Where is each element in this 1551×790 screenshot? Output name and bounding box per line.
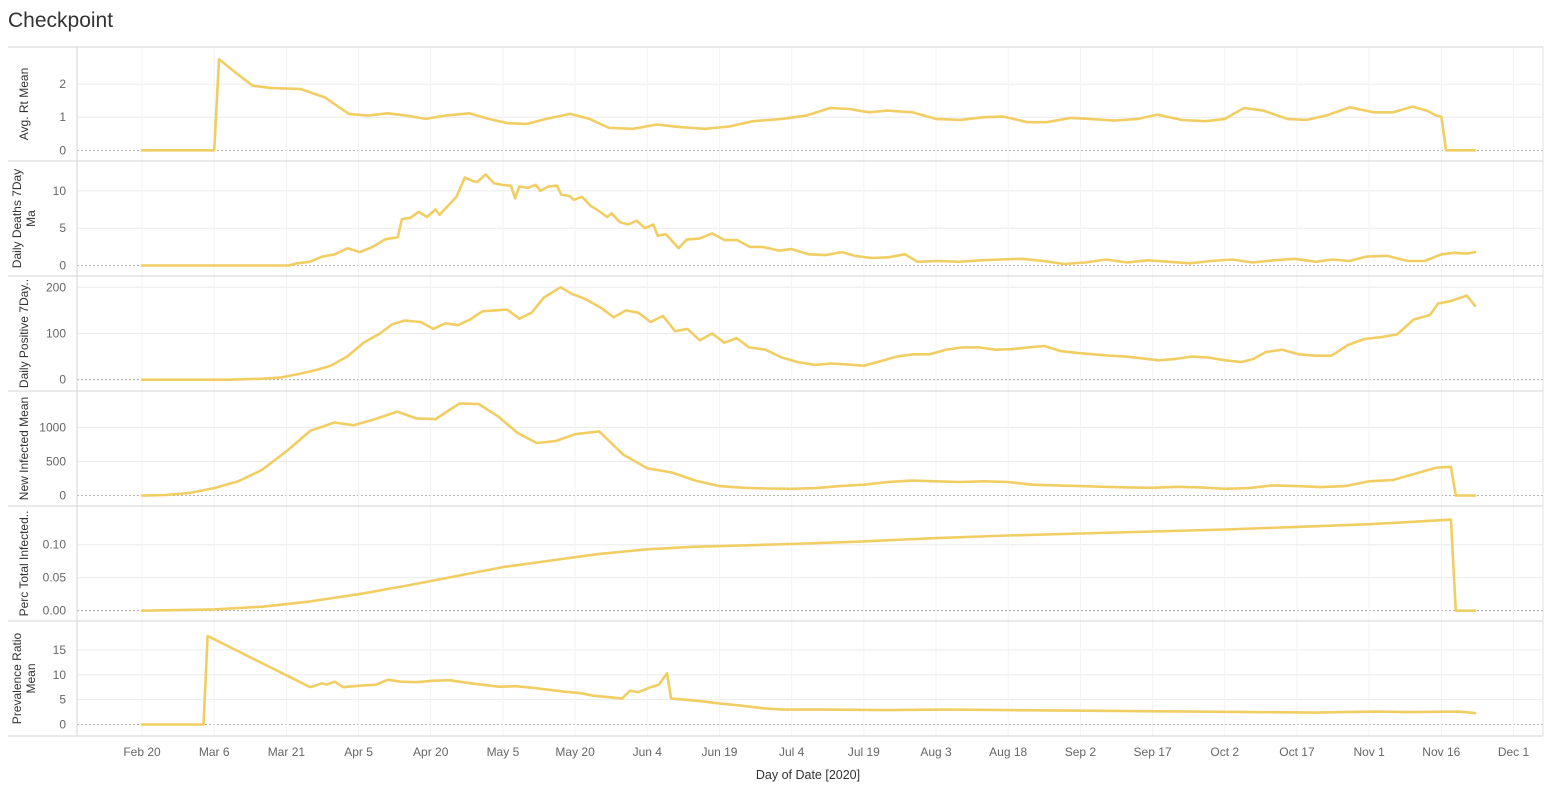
text-layer: 0 1 2 Avg. Rt Mean 0 5 10 Daily Deaths 7DayMa 0 1… bbox=[10, 68, 1529, 782]
x-tick-label: Aug 18 bbox=[989, 745, 1027, 759]
grid-layer bbox=[77, 47, 1543, 736]
x-tick-label: Feb 20 bbox=[123, 745, 161, 759]
x-tick-label: Dec 1 bbox=[1498, 745, 1530, 759]
x-tick-label: Sep 2 bbox=[1065, 745, 1097, 759]
y-axis-label-line: Ma bbox=[24, 210, 38, 227]
x-tick-label: Oct 17 bbox=[1279, 745, 1315, 759]
y-axis-label: Perc Total Infected.. bbox=[17, 511, 31, 617]
y-tick-label: 15 bbox=[53, 643, 67, 657]
y-tick-label: 200 bbox=[46, 280, 66, 294]
y-tick-label: 1 bbox=[59, 110, 66, 124]
y-axis-label-line: Perc Total Infected.. bbox=[17, 511, 31, 617]
y-axis-label: Daily Deaths 7DayMa bbox=[10, 169, 38, 268]
x-tick-label: Jun 4 bbox=[633, 745, 663, 759]
y-tick-label: 100 bbox=[46, 327, 66, 341]
y-tick-label: 0.05 bbox=[43, 571, 67, 585]
series-line bbox=[140, 634, 1477, 726]
page-title: Checkpoint bbox=[8, 9, 114, 32]
y-axis-label-line: New Infected Mean bbox=[17, 397, 31, 500]
x-tick-label: Sep 17 bbox=[1134, 745, 1172, 759]
x-tick-label: Mar 21 bbox=[268, 745, 306, 759]
series-line bbox=[140, 286, 1477, 381]
x-tick-label: Nov 16 bbox=[1422, 745, 1460, 759]
y-axis-label-line: Mean bbox=[24, 663, 38, 693]
y-tick-label: 1000 bbox=[39, 420, 66, 434]
y-tick-label: 0 bbox=[59, 259, 66, 273]
x-tick-label: May 20 bbox=[555, 745, 595, 759]
x-tick-label: Apr 20 bbox=[413, 745, 449, 759]
y-axis-label-line: Daily Positive 7Day.. bbox=[17, 279, 31, 388]
x-tick-label: May 5 bbox=[487, 745, 520, 759]
y-tick-label: 10 bbox=[53, 668, 67, 682]
x-tick-label: Oct 2 bbox=[1210, 745, 1239, 759]
x-tick-label: Jul 19 bbox=[848, 745, 880, 759]
x-tick-label: Aug 3 bbox=[920, 745, 952, 759]
y-tick-label: 0.00 bbox=[43, 604, 67, 618]
y-axis-label-line: Daily Deaths 7Day bbox=[10, 169, 24, 268]
y-axis-label-line: Avg. Rt Mean bbox=[17, 68, 31, 140]
line-layer bbox=[140, 58, 1477, 726]
x-tick-label: Jun 19 bbox=[701, 745, 737, 759]
y-tick-label: 0 bbox=[59, 373, 66, 387]
y-axis-label: Prevalence RatioMean bbox=[10, 632, 38, 724]
frame-layer bbox=[8, 46, 1544, 737]
y-tick-label: 0 bbox=[59, 143, 66, 157]
y-tick-label: 10 bbox=[53, 184, 67, 198]
series-line bbox=[140, 518, 1477, 612]
series-line bbox=[140, 402, 1477, 497]
x-axis-label: Day of Date [2020] bbox=[756, 768, 860, 782]
y-axis-label: New Infected Mean bbox=[17, 397, 31, 500]
series-line bbox=[140, 58, 1477, 152]
y-tick-label: 2 bbox=[59, 77, 66, 91]
y-tick-label: 500 bbox=[46, 454, 66, 468]
y-tick-label: 0.10 bbox=[43, 538, 67, 552]
series-line bbox=[140, 173, 1477, 267]
x-tick-label: Apr 5 bbox=[344, 745, 373, 759]
y-axis-label: Daily Positive 7Day.. bbox=[17, 279, 31, 388]
x-tick-label: Mar 6 bbox=[199, 745, 230, 759]
y-tick-label: 0 bbox=[59, 489, 66, 503]
y-tick-label: 5 bbox=[59, 221, 66, 235]
x-tick-label: Nov 1 bbox=[1353, 745, 1385, 759]
y-tick-label: 0 bbox=[59, 718, 66, 732]
y-tick-label: 5 bbox=[59, 693, 66, 707]
y-axis-label: Avg. Rt Mean bbox=[17, 68, 31, 140]
y-axis-label-line: Prevalence Ratio bbox=[10, 632, 24, 724]
x-tick-label: Jul 4 bbox=[779, 745, 805, 759]
